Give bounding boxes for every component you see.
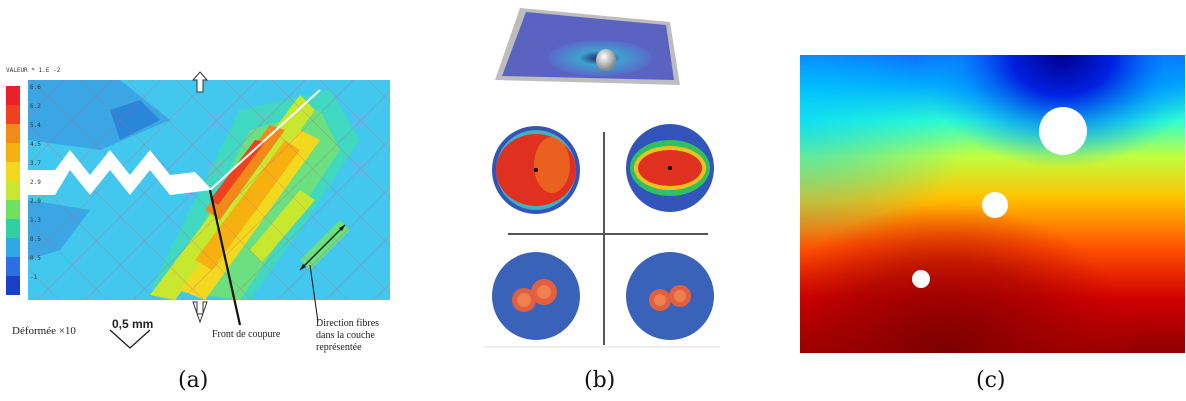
heat-field bbox=[800, 55, 1185, 353]
damage-disc bbox=[626, 252, 714, 340]
front-label: Front de coupure bbox=[212, 329, 281, 340]
hole-medium bbox=[982, 192, 1008, 218]
impactor-ball bbox=[596, 49, 616, 71]
legend-swatch bbox=[6, 86, 20, 105]
damage-disc bbox=[492, 126, 580, 214]
legend-swatch bbox=[6, 124, 20, 143]
impact-simulation bbox=[484, 8, 720, 348]
legend-value: 4.5 bbox=[30, 141, 41, 148]
legend-value: 2.0 bbox=[30, 198, 41, 205]
legend-value: 6.2 bbox=[30, 103, 41, 110]
legend-swatch bbox=[6, 181, 20, 200]
legend-swatch bbox=[6, 257, 20, 276]
arrow-up-icon bbox=[191, 71, 209, 93]
direction-label-line: Direction fibres bbox=[316, 318, 380, 329]
legend-swatch bbox=[6, 200, 20, 219]
legend-swatch bbox=[6, 162, 20, 181]
legend-value: 1.3 bbox=[30, 217, 41, 224]
panel-b: (b) bbox=[470, 0, 730, 401]
legend-swatch bbox=[6, 238, 20, 257]
hole-small bbox=[912, 270, 930, 288]
legend-value: 3.7 bbox=[30, 160, 41, 167]
direction-label-line: représentée bbox=[316, 342, 362, 353]
legend-swatch bbox=[6, 276, 20, 295]
legend-colorbar bbox=[6, 86, 20, 295]
panel-a: VALEUR * 1.E -2 6.6 6.2 5.4 4.5 3.7 2.9 2.0 1.3… bbox=[0, 0, 420, 401]
panel-c: (c) bbox=[800, 0, 1186, 401]
direction-label: Direction fibres dans la couche représen… bbox=[316, 318, 379, 354]
arrow-down-icon bbox=[192, 301, 208, 324]
legend-value: -1 bbox=[30, 274, 38, 281]
legend-swatch bbox=[6, 219, 20, 238]
deformee-label: Déformée ×10 bbox=[12, 325, 76, 337]
crack-notch bbox=[28, 150, 212, 195]
legend-value: 2.9 bbox=[30, 179, 41, 186]
fem-crack-plot bbox=[6, 71, 390, 349]
damage-disc bbox=[626, 124, 714, 212]
caption-c: (c) bbox=[976, 368, 1006, 393]
legend-value: 6.6 bbox=[30, 84, 41, 91]
caption-b: (b) bbox=[584, 368, 616, 393]
legend-value: 0.5 bbox=[30, 255, 41, 262]
direction-label-line: dans la couche bbox=[316, 330, 375, 341]
legend-header: VALEUR * 1.E -2 bbox=[6, 67, 61, 74]
hole-large bbox=[1039, 107, 1087, 155]
damage-disc bbox=[492, 252, 580, 340]
legend-swatch bbox=[6, 105, 20, 124]
legend-value: 5.4 bbox=[30, 122, 41, 129]
legend-swatch bbox=[6, 143, 20, 162]
front-pointer-line bbox=[208, 189, 242, 326]
legend-value: 0.5 bbox=[30, 236, 41, 243]
scale-label: 0,5 mm bbox=[112, 317, 154, 331]
scale-bar bbox=[109, 329, 151, 349]
fibre-direction-arrow bbox=[299, 224, 346, 271]
caption-a: (a) bbox=[178, 368, 209, 393]
